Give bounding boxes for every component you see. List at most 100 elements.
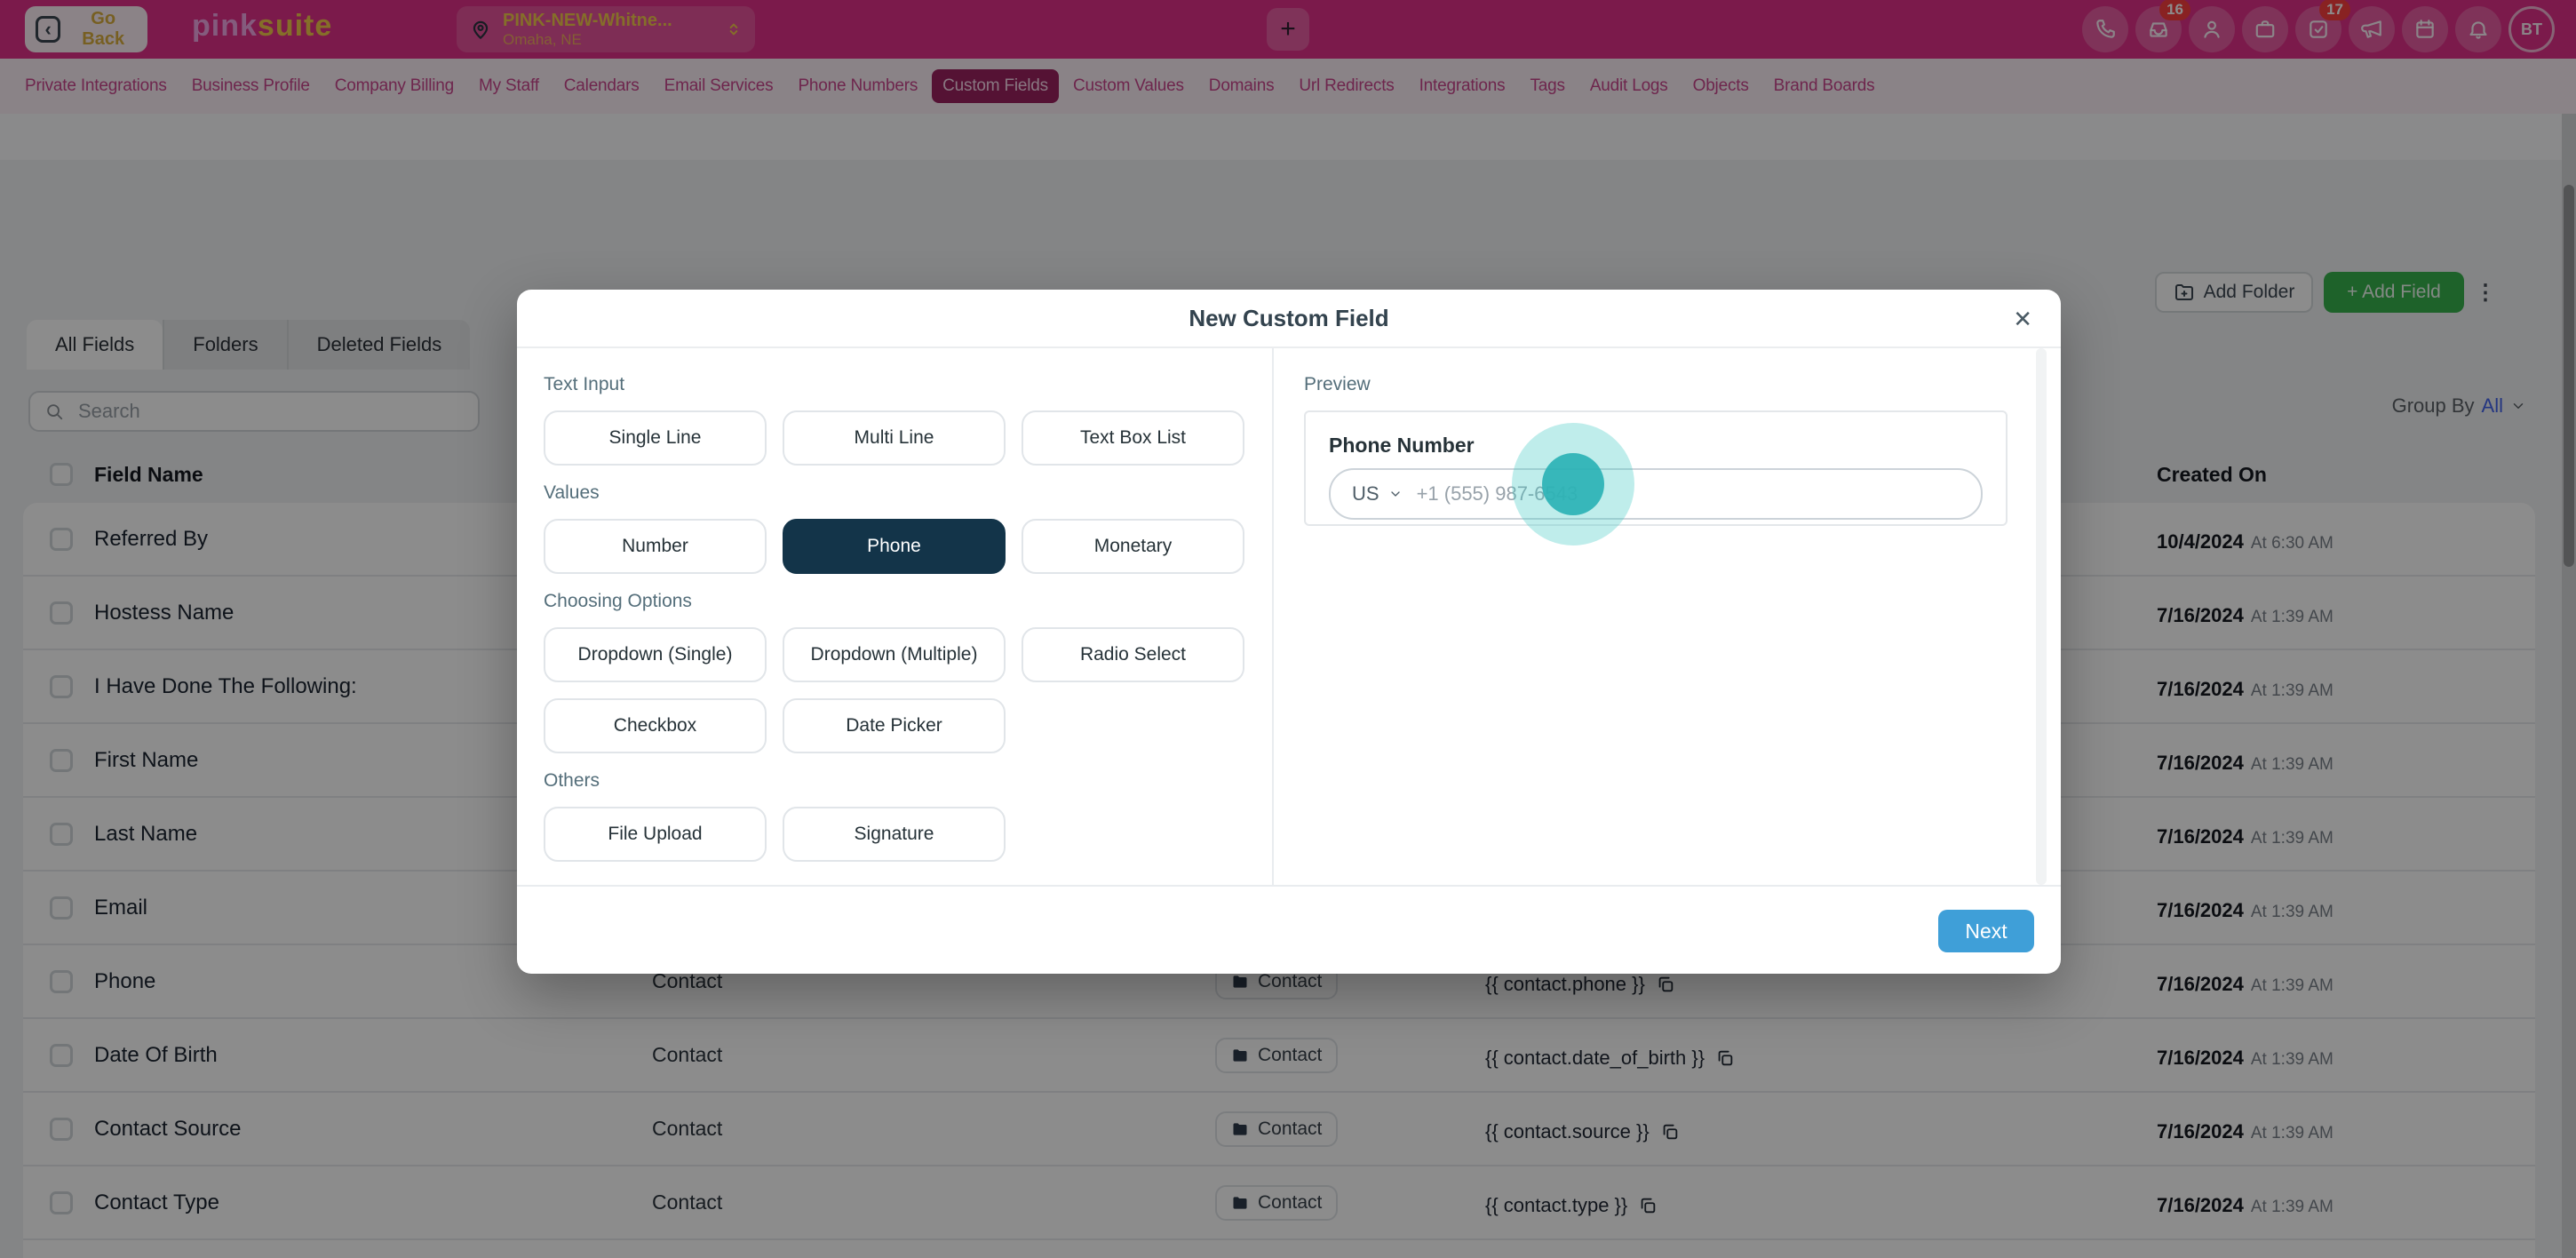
nav-item[interactable]: Business Profile [181, 69, 321, 103]
close-icon[interactable]: ✕ [2009, 304, 2036, 334]
top-icon-row: 16 17 BT [2082, 0, 2555, 52]
column-field-name: Field Name [94, 462, 203, 486]
phone-input-preview[interactable]: US +1 (555) 987-6543 [1329, 468, 1983, 520]
chevron-down-icon [2513, 403, 2524, 409]
page-scrollbar[interactable] [2562, 114, 2576, 1258]
option-monetary[interactable]: Monetary [1022, 519, 1244, 574]
user-avatar[interactable]: BT [2508, 6, 2555, 52]
briefcase-icon[interactable] [2242, 6, 2288, 52]
modal-footer: Next [517, 885, 2061, 974]
row-checkbox[interactable] [50, 896, 73, 920]
merge-tag: {{ contact.source }} [1485, 1120, 1680, 1143]
nav-item[interactable]: Audit Logs [1579, 69, 1679, 103]
tasks-badge: 17 [2319, 0, 2350, 21]
add-field-button[interactable]: + Add Field [2324, 272, 2464, 313]
copy-icon[interactable] [1638, 1196, 1658, 1215]
field-name: Hostess Name [94, 600, 235, 625]
option-number[interactable]: Number [544, 519, 767, 574]
fields-tabs: All Fields Folders Deleted Fields [27, 320, 471, 370]
field-type-options: Text Input Single Line Multi Line Text B… [517, 348, 1274, 885]
calendar-icon[interactable] [2402, 6, 2448, 52]
modal-scrollbar[interactable] [2036, 348, 2047, 885]
copy-icon[interactable] [1656, 975, 1675, 994]
option-signature[interactable]: Signature [783, 807, 1006, 862]
row-checkbox[interactable] [50, 1190, 73, 1214]
pinksuite-logo: pinksuite [192, 9, 333, 43]
nav-item[interactable]: Brand Boards [1763, 69, 1886, 103]
section-choosing-options: Choosing Options [544, 591, 692, 611]
nav-item[interactable]: Company Billing [324, 69, 465, 103]
row-checkbox[interactable] [50, 969, 73, 993]
preview-label: Preview [1304, 374, 1371, 394]
option-single-line[interactable]: Single Line [544, 410, 767, 466]
option-file-upload[interactable]: File Upload [544, 807, 767, 862]
copy-icon[interactable] [1660, 1122, 1680, 1142]
group-by: Group By All [2392, 394, 2526, 418]
nav-item[interactable]: Custom Values [1062, 69, 1195, 103]
table-row[interactable]: Contact Source Contact Contact {{ contac… [23, 1093, 2535, 1166]
created-on: 7/16/2024 At 1:39 AM [2157, 604, 2334, 626]
next-button[interactable]: Next [1938, 910, 2034, 952]
select-all-checkbox[interactable] [50, 463, 73, 486]
top-bar: ‹ Go Back pinksuite PINK-NEW-Whitne... O… [0, 0, 2576, 59]
nav-item[interactable]: Phone Numbers [787, 69, 928, 103]
contacts-icon[interactable] [2189, 6, 2235, 52]
nav-item[interactable]: Domains [1198, 69, 1285, 103]
nav-item[interactable]: Tags [1519, 69, 1575, 103]
object-type: Contact [652, 1117, 723, 1140]
table-row[interactable]: Date Of Birth Contact Contact {{ contact… [23, 1019, 2535, 1093]
row-checkbox[interactable] [50, 601, 73, 625]
folder-icon [1233, 1048, 1247, 1062]
go-back-label: Go Back [82, 9, 125, 49]
row-checkbox[interactable] [50, 674, 73, 698]
go-back-button[interactable]: ‹ Go Back [25, 6, 147, 52]
nav-item[interactable]: Custom Fields [932, 69, 1059, 103]
nav-item[interactable]: Integrations [1409, 69, 1516, 103]
option-text-box-list[interactable]: Text Box List [1022, 410, 1244, 466]
option-date-picker[interactable]: Date Picker [783, 698, 1006, 753]
nav-item[interactable]: My Staff [468, 69, 550, 103]
search-bar [28, 391, 480, 432]
option-phone-selected[interactable]: Phone [783, 519, 1006, 574]
nav-item[interactable]: Objects [1682, 69, 1760, 103]
tab-deleted-fields[interactable]: Deleted Fields [286, 320, 471, 370]
nav-item[interactable]: Private Integrations [14, 69, 178, 103]
tab-folders[interactable]: Folders [163, 320, 287, 370]
folder-badge: Contact [1215, 1037, 1339, 1073]
section-values: Values [544, 482, 600, 503]
option-radio-select[interactable]: Radio Select [1022, 627, 1244, 682]
copy-icon[interactable] [1715, 1048, 1735, 1068]
inbox-badge: 16 [2159, 0, 2190, 21]
group-by-value[interactable]: All [2481, 394, 2503, 417]
phone-icon[interactable] [2082, 6, 2128, 52]
field-name: Contact Type [94, 1190, 219, 1214]
row-checkbox[interactable] [50, 748, 73, 772]
row-checkbox[interactable] [50, 1117, 73, 1141]
created-on: 7/16/2024 At 1:39 AM [2157, 1120, 2334, 1143]
option-checkbox[interactable]: Checkbox [544, 698, 767, 753]
add-folder-button[interactable]: Add Folder [2155, 272, 2313, 313]
tab-all-fields[interactable]: All Fields [27, 320, 163, 370]
created-on: 7/16/2024 At 1:39 AM [2157, 1047, 2334, 1069]
inbox-icon[interactable]: 16 [2135, 0, 2190, 52]
table-row[interactable]: Contact Type Contact Contact {{ contact.… [23, 1166, 2535, 1240]
preview-column: Preview Phone Number US +1 (555) 987-654… [1274, 348, 2061, 885]
scrollbar-thumb[interactable] [2564, 185, 2574, 567]
option-dropdown-single[interactable]: Dropdown (Single) [544, 627, 767, 682]
nav-item[interactable]: Email Services [654, 69, 784, 103]
megaphone-icon[interactable] [2349, 6, 2395, 52]
more-options-icon[interactable]: ⋮ [2473, 272, 2498, 313]
search-input[interactable] [75, 398, 464, 425]
nav-item[interactable]: Calendars [553, 69, 650, 103]
option-dropdown-multiple[interactable]: Dropdown (Multiple) [783, 627, 1006, 682]
quick-add-button[interactable]: + [1267, 8, 1309, 51]
row-checkbox[interactable] [50, 527, 73, 551]
nav-item[interactable]: Url Redirects [1288, 69, 1404, 103]
tasks-icon[interactable]: 17 [2295, 0, 2350, 52]
location-selector[interactable]: PINK-NEW-Whitne... Omaha, NE [457, 6, 755, 52]
option-multi-line[interactable]: Multi Line [783, 410, 1006, 466]
bell-icon[interactable] [2455, 6, 2501, 52]
row-checkbox[interactable] [50, 822, 73, 846]
row-checkbox[interactable] [50, 1043, 73, 1067]
country-code-select[interactable]: US [1352, 482, 1379, 505]
